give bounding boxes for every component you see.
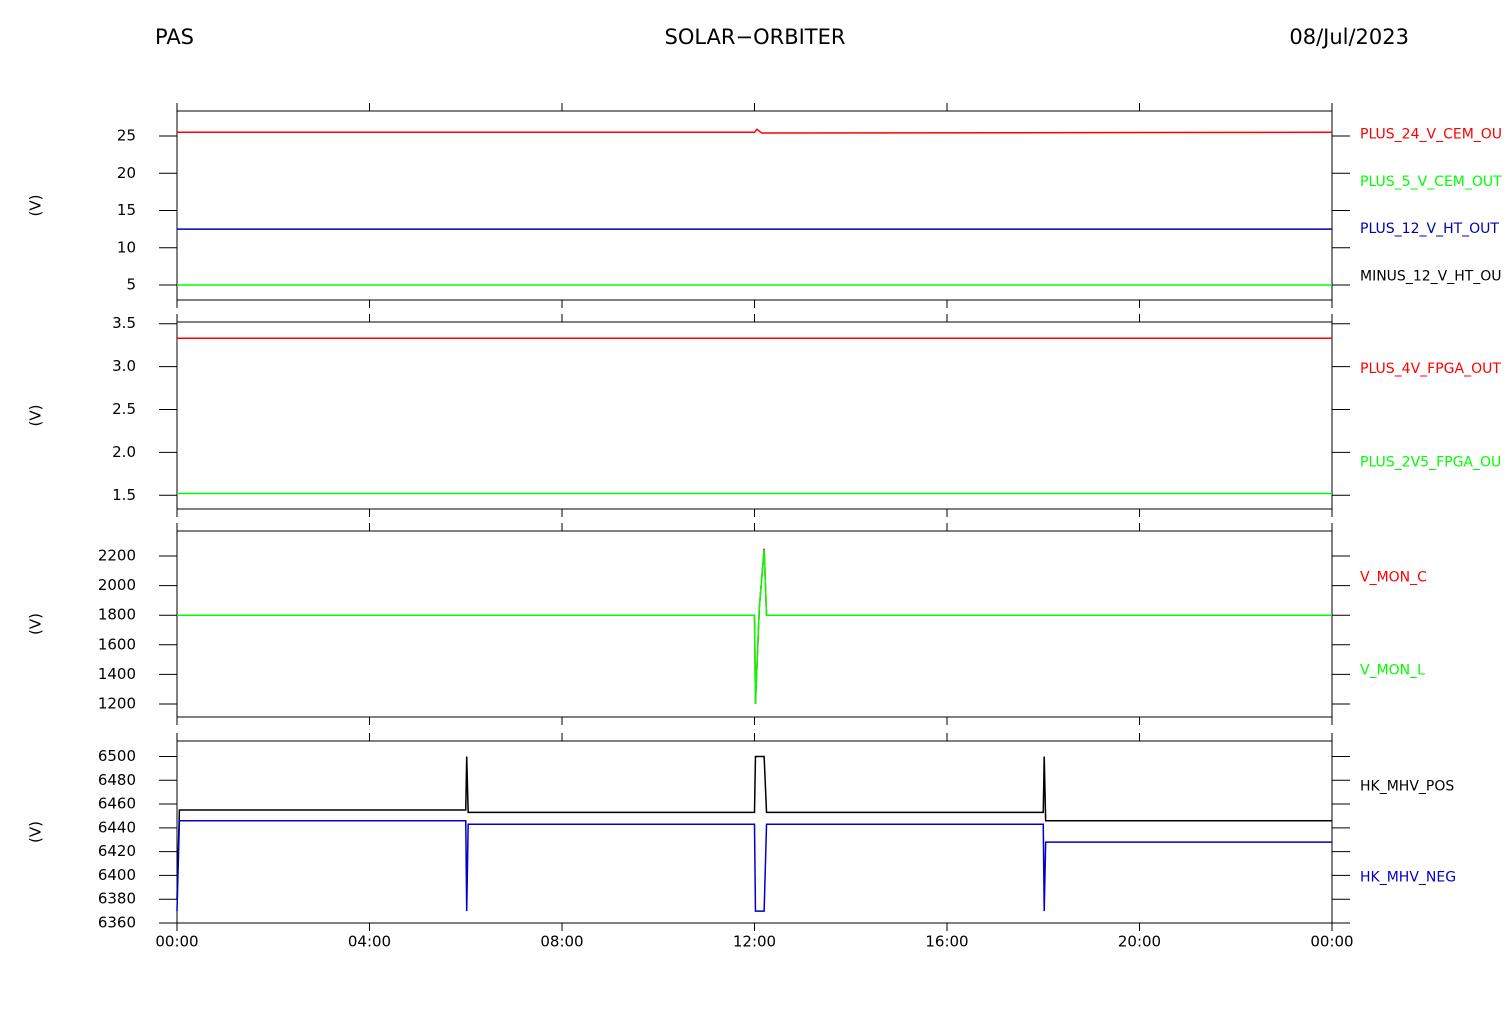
series-line [176, 755, 1332, 900]
legend-label: V_MON_C [1360, 570, 1427, 586]
header-left: PAS [155, 25, 194, 49]
y-tick-label: 2200 [98, 547, 136, 565]
y-tick-label: 1400 [98, 665, 136, 683]
legend-label: PLUS_4V_FPGA_OUT [1360, 361, 1501, 377]
legend-label: PLUS_2V5_FPGA_OU [1360, 454, 1501, 470]
y-tick-label: 10 [117, 238, 136, 256]
header-center: SOLAR−ORBITER [664, 25, 845, 49]
legend-label: PLUS_5_V_CEM_OUT [1360, 174, 1502, 190]
y-tick-label: 6500 [98, 747, 136, 765]
x-tick-label: 20:00 [1118, 933, 1161, 951]
y-tick-label: 25 [117, 127, 136, 145]
y-axis-label: (V) [27, 821, 45, 843]
x-tick-label: 00:00 [1310, 933, 1353, 951]
y-tick-label: 6440 [98, 818, 136, 836]
legend-label: MINUS_12_V_HT_OU [1360, 268, 1502, 284]
y-tick-label: 6380 [98, 890, 136, 908]
y-tick-label: 6400 [98, 866, 136, 884]
x-tick-label: 00:00 [155, 933, 198, 951]
y-tick-label: 6360 [98, 914, 136, 932]
y-axis-label: (V) [27, 195, 45, 217]
legend-label: HK_MHV_NEG [1360, 870, 1456, 886]
legend-label: PLUS_12_V_HT_OUT [1360, 221, 1499, 237]
y-tick-label: 6420 [98, 842, 136, 860]
series-line [177, 550, 1332, 705]
legend-label: PLUS_24_V_CEM_OU [1360, 127, 1502, 143]
y-tick-label: 20 [117, 164, 136, 182]
y-axis-label: (V) [27, 405, 45, 427]
y-tick-label: 6480 [98, 771, 136, 789]
x-tick-label: 08:00 [540, 933, 583, 951]
y-tick-label: 3.0 [112, 357, 136, 375]
x-tick-label: 04:00 [348, 933, 391, 951]
legend-label: V_MON_L [1360, 663, 1425, 679]
y-tick-label: 1200 [98, 694, 136, 712]
y-tick-label: 1800 [98, 606, 136, 624]
x-tick-label: 16:00 [925, 933, 968, 951]
y-tick-label: 15 [117, 201, 136, 219]
y-tick-label: 2000 [98, 576, 136, 594]
y-tick-label: 1.5 [112, 486, 136, 504]
legend-label: HK_MHV_POS [1360, 779, 1454, 795]
header-right: 08/Jul/2023 [1289, 25, 1409, 49]
y-tick-label: 2.5 [112, 400, 136, 418]
y-tick-label: 6460 [98, 795, 136, 813]
y-tick-label: 1600 [98, 635, 136, 653]
y-tick-label: 5 [126, 276, 136, 294]
y-tick-label: 3.5 [112, 314, 136, 332]
x-tick-label: 12:00 [733, 933, 776, 951]
y-tick-label: 2.0 [112, 443, 136, 461]
y-axis-label: (V) [27, 613, 45, 635]
series-line [177, 128, 1333, 134]
series-line [176, 819, 1332, 912]
